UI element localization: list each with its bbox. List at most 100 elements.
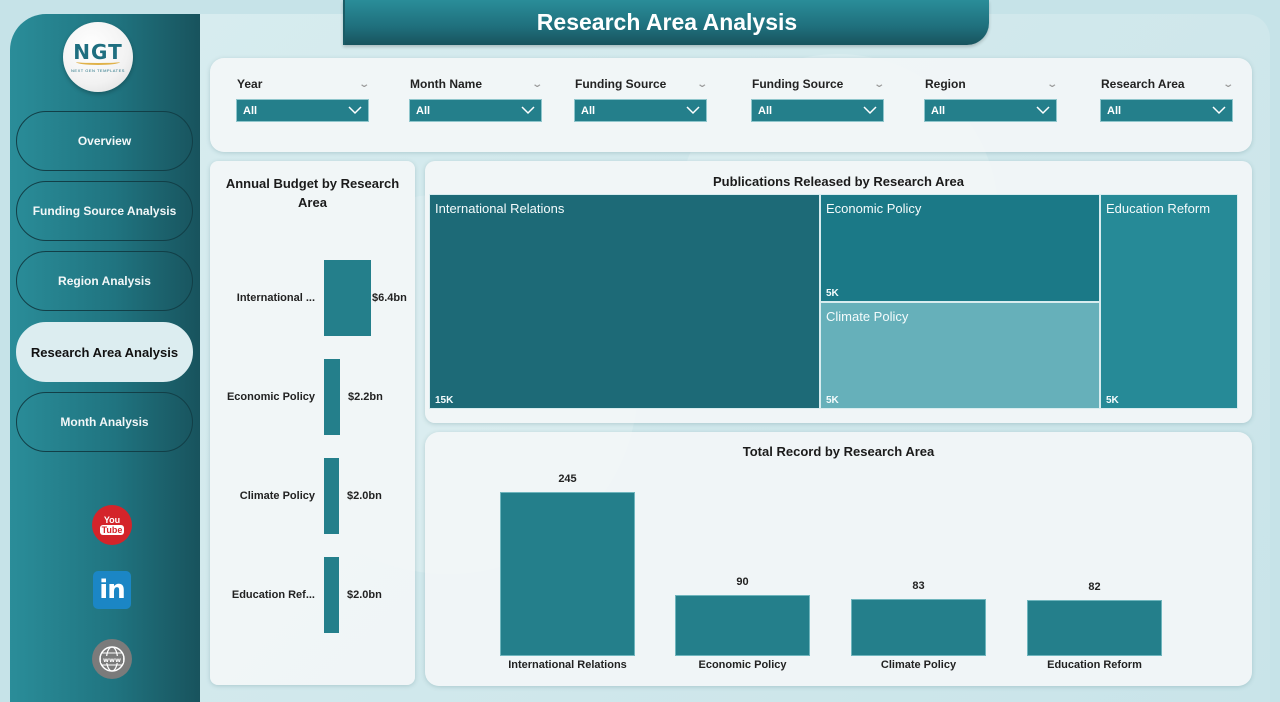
tile-value: 15K [435, 395, 454, 406]
chevron-down-icon[interactable]: ⌄ [695, 78, 708, 90]
nav-label: Overview [77, 134, 132, 148]
bar-education-reform[interactable] [1027, 600, 1162, 656]
bar-category-label: Economic Policy [698, 659, 787, 671]
treemap-tile-climate-policy[interactable]: Climate Policy 5K [820, 302, 1100, 409]
slicer-label: Region [925, 77, 966, 91]
treemap-tile-international-relations[interactable]: International Relations 15K [429, 194, 820, 409]
linkedin-link[interactable]: in [92, 570, 132, 610]
chevron-down-icon[interactable]: ⌄ [1221, 78, 1234, 90]
budget-category-label: International ... [236, 292, 315, 304]
slicer-value: All [581, 104, 596, 117]
budget-category-label: Climate Policy [239, 490, 315, 502]
nav-funding-source-analysis-button[interactable]: Funding Source Analysis [16, 181, 193, 241]
publications-treemap: Publications Released by Research Area I… [425, 161, 1252, 423]
chart-title: Annual Budget by Research Area [225, 176, 400, 210]
budget-bar[interactable] [324, 557, 339, 633]
globe-icon: www [92, 639, 132, 679]
chevron-down-icon[interactable]: ⌄ [872, 78, 885, 90]
bar-climate-policy[interactable] [851, 599, 986, 656]
budget-row[interactable]: Economic Policy $2.2bn [210, 359, 415, 435]
slicer-value: All [243, 104, 258, 117]
tile-value: 5K [1106, 395, 1119, 406]
funding-source-slicer: Funding Source ⌄ All [574, 76, 708, 122]
bar-economic-policy[interactable] [675, 595, 810, 656]
tile-label: International Relations [435, 201, 565, 216]
bar-value-label: 90 [736, 576, 749, 588]
bar-category-label: Climate Policy [880, 659, 957, 671]
funding-source-dropdown[interactable]: All [574, 99, 707, 122]
chevron-down-icon[interactable]: ⌄ [1045, 78, 1058, 90]
slicer-value: All [758, 104, 773, 117]
treemap-tile-education-reform[interactable]: Education Reform 5K [1100, 194, 1238, 409]
nav-month-analysis-button[interactable]: Month Analysis [16, 392, 193, 452]
budget-value-label: $2.0bn [347, 589, 382, 601]
year-dropdown[interactable]: All [236, 99, 369, 122]
annual-budget-chart: Annual Budget by Research Area Internati… [210, 161, 415, 685]
slicer-value: All [931, 104, 946, 117]
budget-bar[interactable] [324, 458, 339, 534]
budget-value-label: $6.4bn [372, 292, 407, 304]
page-title: Research Area Analysis [536, 9, 798, 35]
budget-row[interactable]: International ... $6.4bn [210, 260, 415, 336]
month-name-dropdown[interactable]: All [409, 99, 542, 122]
funding-source-slicer-2: Funding Source ⌄ All [751, 76, 885, 122]
logo-subtitle: NEXT GEN TEMPLATES [71, 67, 125, 73]
nav-region-analysis-button[interactable]: Region Analysis [16, 251, 193, 311]
nav-label: Research Area Analysis [30, 344, 179, 360]
slicer-value: All [416, 104, 431, 117]
bar-category-label: Education Reform [1047, 659, 1142, 671]
tile-label: Economic Policy [826, 201, 922, 216]
treemap-tile-economic-policy[interactable]: Economic Policy 5K [820, 194, 1100, 302]
youtube-icon-text: Tube [99, 525, 125, 535]
slicer-value: All [1107, 104, 1122, 117]
slicer-label: Funding Source [575, 77, 667, 91]
slicer-label: Year [237, 77, 263, 91]
chevron-down-icon[interactable]: ⌄ [530, 78, 543, 90]
logo-wave-icon [76, 59, 120, 65]
tile-label: Education Reform [1106, 201, 1211, 216]
slicer-label: Research Area [1101, 77, 1185, 91]
bar-category-label: International Relations [508, 659, 627, 671]
ngt-logo: NGT NEXT GEN TEMPLATES [63, 22, 133, 92]
budget-row[interactable]: Climate Policy $2.0bn [210, 458, 415, 534]
chart-title: Publications Released by Research Area [713, 174, 964, 189]
chevron-down-icon [686, 106, 700, 115]
budget-category-label: Education Ref... [231, 589, 315, 601]
nav-label: Funding Source Analysis [32, 204, 177, 218]
chevron-down-icon [1212, 106, 1226, 115]
bar-value-label: 245 [558, 473, 577, 485]
research-area-dropdown[interactable]: All [1100, 99, 1233, 122]
tile-value: 5K [826, 395, 839, 406]
page-title-banner: Research Area Analysis [343, 0, 989, 45]
bar-value-label: 83 [912, 580, 925, 592]
tile-value: 5K [826, 288, 839, 299]
budget-value-label: $2.2bn [348, 391, 383, 403]
region-dropdown[interactable]: All [924, 99, 1057, 122]
youtube-link[interactable]: You Tube [92, 505, 132, 545]
budget-category-label: Economic Policy [226, 391, 315, 403]
bar-value-label: 82 [1088, 581, 1101, 593]
total-record-bar-chart: Total Record by Research Area 245 Intern… [425, 432, 1252, 686]
website-link[interactable]: www [92, 639, 132, 679]
youtube-icon-text: You [103, 515, 121, 525]
tile-label: Climate Policy [826, 309, 909, 324]
slicer-label: Funding Source [752, 77, 844, 91]
nav-overview-button[interactable]: Overview [16, 111, 193, 171]
nav-research-area-analysis-button[interactable]: Research Area Analysis [16, 322, 193, 382]
region-slicer: Region ⌄ All [924, 76, 1058, 122]
budget-row[interactable]: Education Ref... $2.0bn [210, 557, 415, 633]
month-name-slicer: Month Name ⌄ All [409, 76, 543, 122]
svg-text:www: www [103, 656, 121, 664]
chevron-down-icon[interactable]: ⌄ [357, 78, 370, 90]
bar-international-relations[interactable] [500, 492, 635, 656]
chevron-down-icon [1036, 106, 1050, 115]
youtube-icon: You Tube [92, 505, 132, 545]
budget-value-label: $2.0bn [347, 490, 382, 502]
year-slicer: Year ⌄ All [236, 76, 370, 122]
chart-title: Total Record by Research Area [742, 444, 935, 459]
budget-bar[interactable] [324, 260, 371, 336]
slicer-label: Month Name [410, 77, 482, 91]
budget-bar[interactable] [324, 359, 340, 435]
nav-label: Month Analysis [60, 415, 149, 429]
funding-source-dropdown-2[interactable]: All [751, 99, 884, 122]
